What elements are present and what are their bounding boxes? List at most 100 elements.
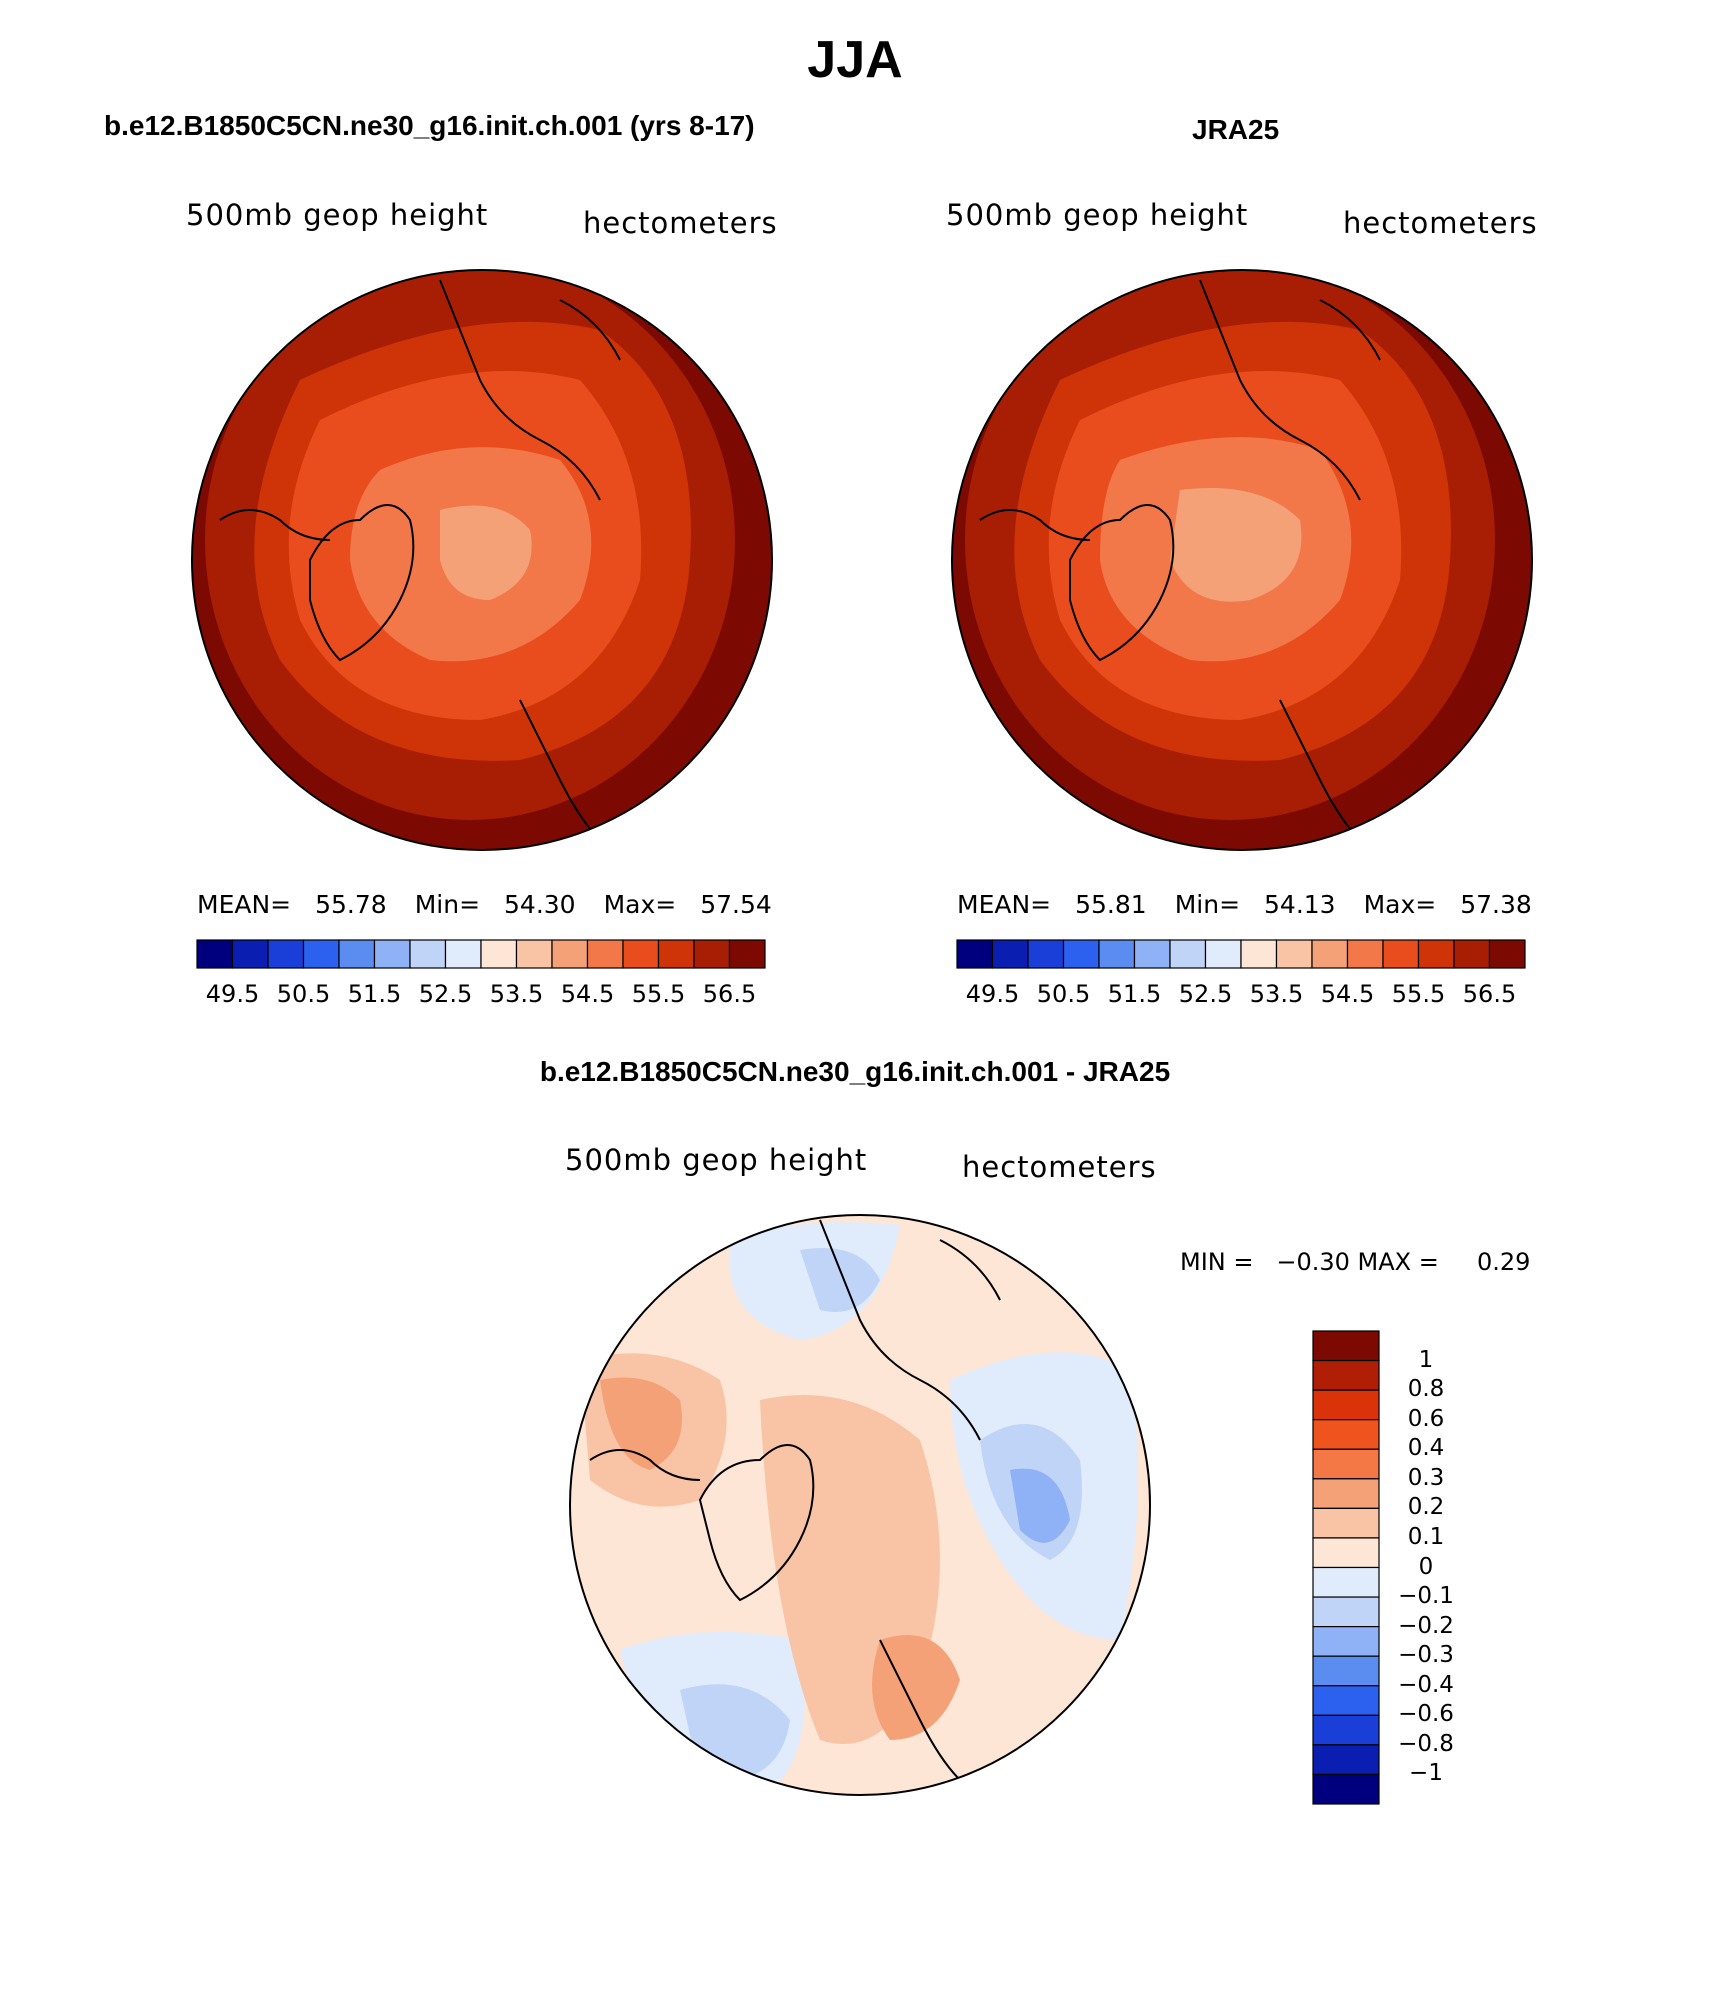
difference-colorbar-swatch — [1312, 1596, 1380, 1628]
difference-colorbar-swatch — [1312, 1359, 1380, 1391]
obs-colorbar-swatch — [1204, 939, 1242, 969]
difference-colorbar — [1312, 1330, 1380, 1805]
model-colorbar-swatch — [267, 939, 305, 969]
difference-colorbar-tick-label: 0.3 — [1407, 1464, 1445, 1491]
model-colorbar-swatch — [657, 939, 695, 969]
difference-colorbar-tick-label: 0.8 — [1407, 1376, 1445, 1403]
model-colorbar-swatch — [693, 939, 731, 969]
model-colorbar-swatch — [231, 939, 269, 969]
model-units-label: hectometers — [583, 206, 778, 240]
model-colorbar-swatch — [622, 939, 660, 969]
difference-colorbar-tick-label: −0.8 — [1398, 1730, 1454, 1757]
model-mean-label: MEAN= — [197, 890, 292, 919]
model-max-label: Max= — [603, 890, 677, 919]
model-colorbar-swatch — [480, 939, 518, 969]
obs-max-label: Max= — [1363, 890, 1437, 919]
obs-map-border — [951, 269, 1533, 851]
difference-colorbar-swatch — [1312, 1537, 1380, 1569]
obs-units-label: hectometers — [1343, 206, 1538, 240]
difference-colorbar-tick-label: −0.1 — [1398, 1583, 1454, 1610]
obs-variable-label: 500mb geop height — [946, 198, 1249, 232]
difference-colorbar-tick-label: 0.1 — [1407, 1523, 1445, 1550]
model-colorbar-swatch — [338, 939, 376, 969]
obs-colorbar-swatch — [1062, 939, 1100, 969]
model-colorbar-tick-label: 55.5 — [631, 980, 686, 1008]
obs-colorbar-tick-label: 55.5 — [1391, 980, 1446, 1008]
difference-colorbar-tick-label: 0 — [1418, 1553, 1434, 1580]
obs-colorbar-swatch — [1417, 939, 1455, 969]
obs-coastlines — [979, 279, 1381, 841]
obs-colorbar-tick-label: 56.5 — [1462, 980, 1517, 1008]
obs-colorbar-swatch — [1027, 939, 1065, 969]
difference-colorbar-swatch — [1312, 1714, 1380, 1746]
model-min-label: Min= — [414, 890, 481, 919]
difference-colorbar-tick-label: 0.4 — [1407, 1435, 1445, 1462]
obs-colorbar-swatch — [1240, 939, 1278, 969]
obs-max-value: 57.38 — [1460, 890, 1532, 919]
model-colorbar-swatch — [196, 939, 234, 969]
difference-colorbar-swatch — [1312, 1626, 1380, 1657]
obs-colorbar-tick-label: 51.5 — [1107, 980, 1162, 1008]
model-colorbar-swatch — [728, 939, 766, 969]
model-colorbar — [196, 939, 766, 969]
obs-colorbar-tick-label: 53.5 — [1249, 980, 1304, 1008]
model-colorbar-swatch — [302, 939, 340, 969]
model-map-border — [191, 269, 773, 851]
difference-units-label: hectometers — [962, 1150, 1157, 1184]
model-colorbar-tick-label: 51.5 — [347, 980, 402, 1008]
difference-map-border — [569, 1214, 1151, 1796]
obs-min-label: Min= — [1174, 890, 1241, 919]
difference-colorbar-tick-label: 0.6 — [1407, 1405, 1445, 1432]
difference-colorbar-swatch — [1312, 1419, 1380, 1450]
difference-stats: MIN = −0.30 MAX = 0.29 — [1180, 1248, 1531, 1276]
model-colorbar-swatch — [444, 939, 482, 969]
obs-colorbar-swatch — [1169, 939, 1207, 969]
obs-colorbar — [956, 939, 1526, 969]
difference-colorbar-swatch — [1312, 1330, 1380, 1362]
difference-colorbar-tick-label: −0.6 — [1398, 1701, 1454, 1728]
difference-colorbar-swatch — [1312, 1685, 1380, 1716]
difference-colorbar-swatch — [1312, 1507, 1380, 1539]
model-polar-map — [192, 270, 772, 850]
obs-panel-title: JRA25 — [1192, 114, 1280, 145]
model-colorbar-swatch — [373, 939, 411, 969]
obs-colorbar-swatch — [1453, 939, 1491, 969]
difference-colorbar-tick-label: −0.4 — [1398, 1671, 1454, 1698]
obs-colorbar-swatch — [1098, 939, 1136, 969]
obs-stats: MEAN= 55.81 Min= 54.13 Max= 57.38 — [957, 890, 1532, 919]
model-colorbar-tick-label: 52.5 — [418, 980, 473, 1008]
season-title: JJA — [807, 31, 903, 89]
difference-colorbar-swatch — [1312, 1744, 1380, 1776]
difference-colorbar-swatch — [1312, 1389, 1380, 1421]
obs-colorbar-swatch — [991, 939, 1029, 969]
obs-colorbar-swatch — [956, 939, 994, 969]
difference-polar-map — [570, 1215, 1150, 1795]
difference-colorbar-swatch — [1312, 1478, 1380, 1509]
model-colorbar-tick-label: 50.5 — [276, 980, 331, 1008]
obs-colorbar-tick-label: 50.5 — [1036, 980, 1091, 1008]
obs-colorbar-tick-label: 49.5 — [965, 980, 1020, 1008]
obs-mean-value: 55.81 — [1075, 890, 1147, 919]
model-colorbar-swatch — [586, 939, 624, 969]
model-coastlines — [219, 279, 621, 841]
model-colorbar-swatch — [515, 939, 553, 969]
difference-variable-label: 500mb geop height — [565, 1143, 868, 1177]
difference-colorbar-tick-label: −0.3 — [1398, 1642, 1454, 1669]
obs-colorbar-tick-label: 52.5 — [1178, 980, 1233, 1008]
model-panel-title: b.e12.B1850C5CN.ne30_g16.init.ch.001 (yr… — [104, 110, 755, 141]
difference-panel-title: b.e12.B1850C5CN.ne30_g16.init.ch.001 - J… — [539, 1056, 1171, 1087]
model-colorbar-tick-label: 53.5 — [489, 980, 544, 1008]
model-colorbar-tick-label: 49.5 — [205, 980, 260, 1008]
obs-colorbar-swatch — [1382, 939, 1420, 969]
model-max-value: 57.54 — [700, 890, 772, 919]
obs-colorbar-swatch — [1488, 939, 1526, 969]
model-stats: MEAN= 55.78 Min= 54.30 Max= 57.54 — [197, 890, 772, 919]
difference-colorbar-swatch — [1312, 1655, 1380, 1687]
obs-colorbar-swatch — [1275, 939, 1313, 969]
difference-colorbar-swatch — [1312, 1448, 1380, 1480]
obs-colorbar-swatch — [1133, 939, 1171, 969]
difference-colorbar-tick-label: 0.2 — [1407, 1494, 1445, 1521]
difference-colorbar-tick-label: −1 — [1409, 1760, 1443, 1787]
obs-polar-map — [952, 270, 1532, 850]
